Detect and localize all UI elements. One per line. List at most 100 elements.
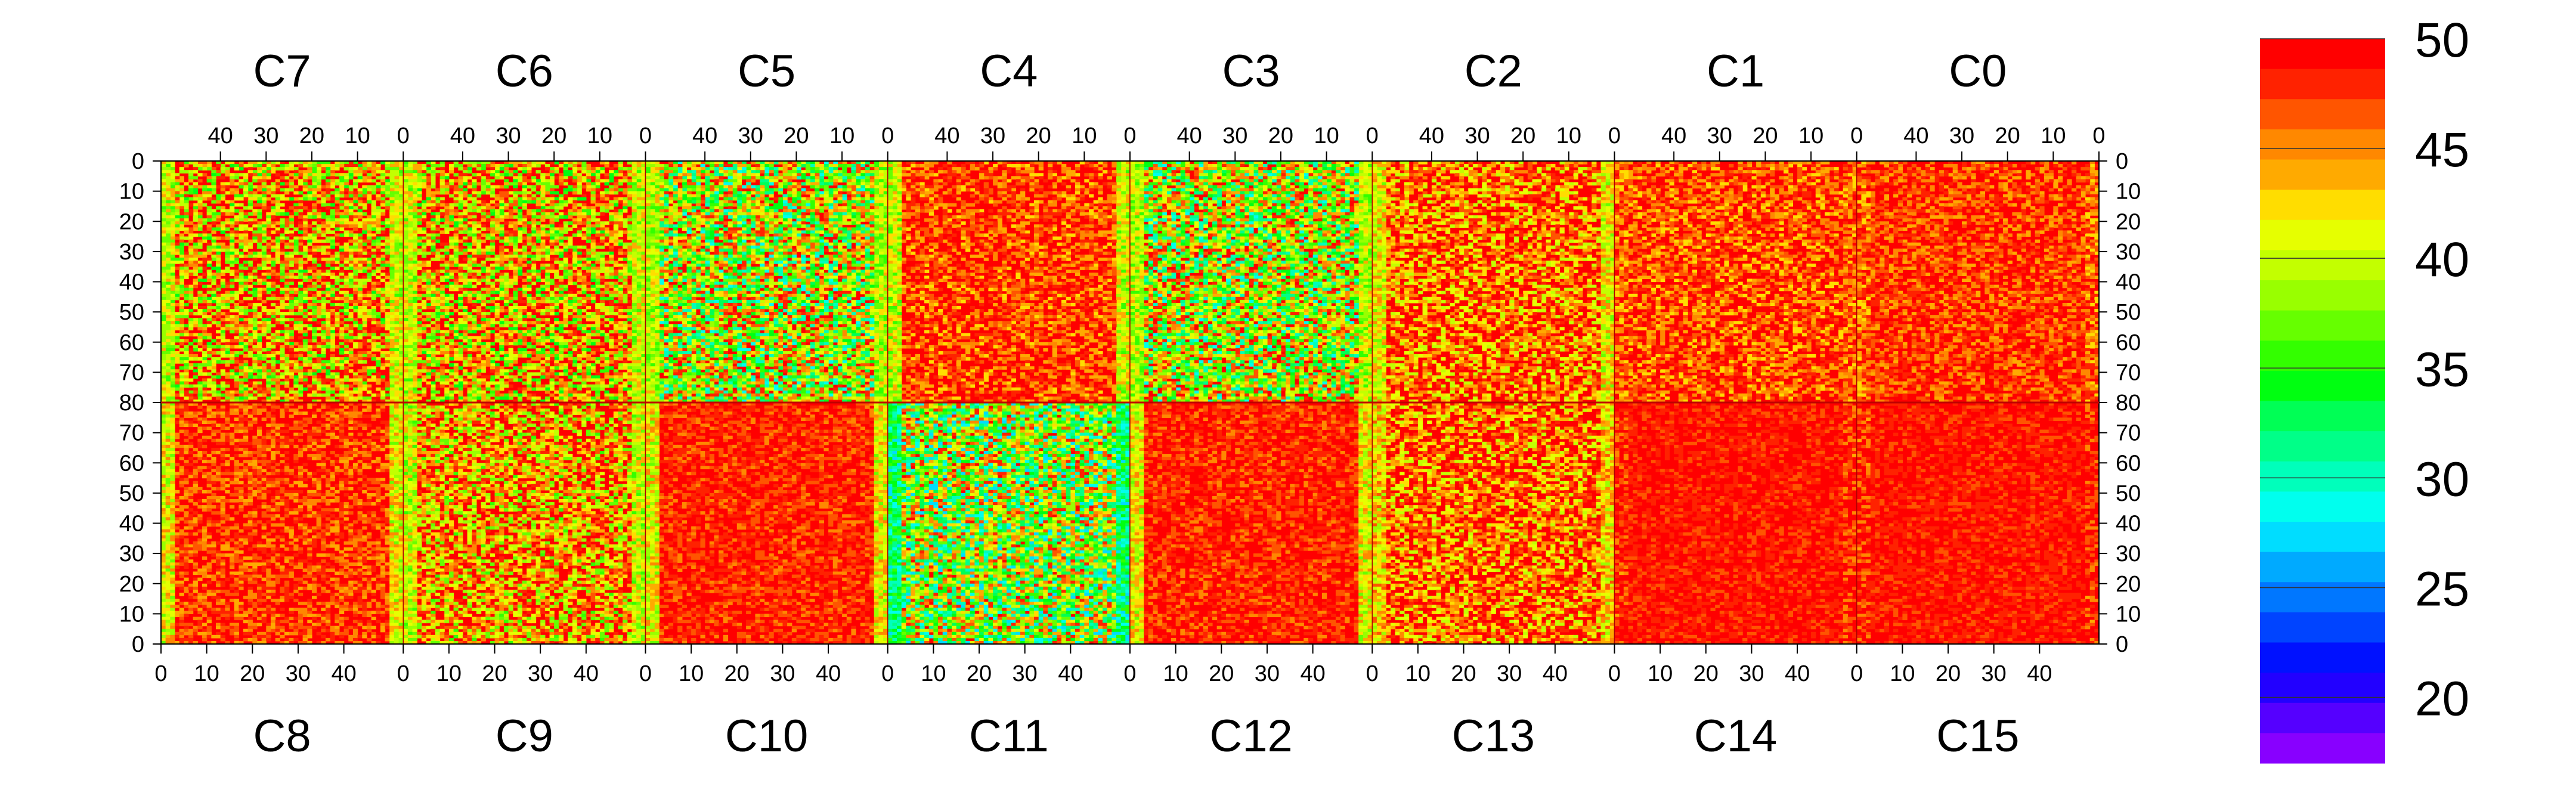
x-tick-label-top: 0 [1608, 123, 1621, 148]
x-tick-label-bottom: 0 [1608, 661, 1621, 686]
bottom-panel-labels: C8 C9 C10 C11 C12 C13 C14 C15 [253, 711, 2020, 761]
x-tick-label-top: 10 [587, 123, 612, 148]
x-tick-label-top: 20 [784, 123, 809, 148]
x-tick-label-bottom: 20 [1693, 661, 1719, 686]
x-tick-label-top: 40 [1177, 123, 1202, 148]
colorbar-segment [2260, 673, 2385, 703]
x-tick-label-bottom: 0 [1366, 661, 1379, 686]
y-tick-label-right: 50 [2116, 481, 2141, 506]
x-tick-label-bottom: 30 [528, 661, 553, 686]
y-tick-label-right: 0 [2116, 632, 2128, 657]
colorbar-tick-label: 35 [2415, 342, 2469, 397]
x-tick-label-bottom: 20 [240, 661, 265, 686]
y-tick-label-right: 0 [2116, 149, 2128, 174]
x-tick-label-top: 40 [208, 123, 233, 148]
panel-label-c10: C10 [725, 711, 808, 761]
y-tick-label-left: 70 [119, 421, 144, 446]
colorbar-tick-label: 30 [2415, 452, 2469, 506]
x-tick-label-top: 20 [1753, 123, 1778, 148]
x-tick-label-top: 30 [253, 123, 278, 148]
panel-c3 [1130, 161, 1373, 403]
colorbar-segment [2260, 311, 2385, 341]
x-tick-label-bottom: 0 [639, 661, 652, 686]
y-tick-label-right: 80 [2116, 391, 2141, 416]
top-panel-labels: C7 C6 C5 C4 C3 C2 C1 C0 [253, 46, 2007, 97]
y-tick-label-right: 20 [2116, 209, 2141, 234]
x-tick-label-top: 20 [1510, 123, 1535, 148]
x-tick-label-top: 30 [1707, 123, 1732, 148]
y-tick-label-right: 10 [2116, 602, 2141, 627]
panel-c14 [1615, 402, 1857, 645]
y-tick-label-right: 10 [2116, 179, 2141, 205]
panel-label-c1: C1 [1707, 46, 1764, 97]
x-axis-bottom: 0 10 20 30 40 0 10 20 30 40 0 10 20 30 40 0 10 20 30 40 0 10 2… [154, 644, 2099, 686]
panel-label-c6: C6 [496, 46, 553, 97]
x-tick-label-bottom: 30 [1255, 661, 1280, 686]
panel-c1 [1615, 161, 1857, 403]
panel-c15 [1857, 402, 2100, 645]
y-tick-label-right: 20 [2116, 572, 2141, 597]
colorbar-segment [2260, 552, 2385, 583]
x-tick-label-top: 30 [1949, 123, 1974, 148]
colorbar-segment [2260, 371, 2385, 401]
x-tick-label-bottom: 40 [1300, 661, 1325, 686]
panel-label-c7: C7 [253, 46, 311, 97]
x-tick-label-bottom: 20 [482, 661, 507, 686]
x-tick-label-top: 0 [397, 123, 410, 148]
colorbar-segment [2260, 160, 2385, 190]
panel-c0 [1857, 161, 2100, 403]
y-tick-label-right: 30 [2116, 541, 2141, 566]
y-tick-label-right: 70 [2116, 421, 2141, 446]
panel-c9 [403, 402, 646, 645]
y-tick-label-left: 10 [119, 602, 144, 627]
x-tick-label-bottom: 30 [1739, 661, 1764, 686]
x-tick-label-bottom: 40 [1543, 661, 1568, 686]
panel-label-c14: C14 [1694, 711, 1777, 761]
panel-label-c12: C12 [1209, 711, 1292, 761]
panel-c4 [888, 161, 1131, 403]
x-tick-label-top: 40 [934, 123, 959, 148]
panel-c11 [888, 402, 1131, 645]
y-tick-label-left: 50 [119, 481, 144, 506]
x-axis-top: 40 30 20 10 0 40 30 20 10 0 40 30 20 10 0 40 30 20 10 0 40 30… [161, 123, 2106, 161]
x-tick-label-bottom: 20 [1209, 661, 1234, 686]
colorbar-segment [2260, 220, 2385, 250]
y-tick-label-left: 10 [119, 179, 144, 205]
colorbar-segment [2260, 39, 2385, 69]
y-tick-label-left: 40 [119, 512, 144, 537]
x-tick-label-top: 30 [1465, 123, 1490, 148]
panel-c5 [646, 161, 888, 403]
x-tick-label-top: 10 [829, 123, 854, 148]
x-tick-label-top: 40 [1661, 123, 1686, 148]
x-tick-label-top: 10 [1556, 123, 1581, 148]
colorbar-segment [2260, 69, 2385, 100]
colorbar-segment [2260, 643, 2385, 673]
colorbar-segment [2260, 703, 2385, 733]
panel-c13 [1372, 402, 1615, 645]
x-tick-label-bottom: 0 [881, 661, 894, 686]
colorbar-segment [2260, 582, 2385, 612]
colorbar-segment [2260, 340, 2385, 371]
panel-label-c11: C11 [969, 711, 1049, 761]
panel-label-c2: C2 [1465, 46, 1522, 97]
colorbar-tick-label: 20 [2415, 672, 2469, 726]
y-tick-label-left: 20 [119, 209, 144, 234]
x-tick-label-top: 0 [639, 123, 652, 148]
colorbar-segment [2260, 612, 2385, 643]
y-tick-label-right: 30 [2116, 240, 2141, 265]
x-tick-label-top: 10 [1072, 123, 1097, 148]
x-tick-label-bottom: 10 [1890, 661, 1915, 686]
panel-c8 [161, 402, 404, 645]
top-panels [161, 161, 2100, 403]
colorbar-tick-label: 40 [2415, 233, 2469, 287]
x-tick-label-bottom: 20 [724, 661, 750, 686]
x-tick-label-top: 0 [881, 123, 894, 148]
panel-label-c0: C0 [1949, 46, 2007, 97]
colorbar-segment [2260, 99, 2385, 129]
x-tick-label-bottom: 10 [436, 661, 462, 686]
x-tick-label-bottom: 40 [574, 661, 599, 686]
panel-label-c5: C5 [738, 46, 795, 97]
